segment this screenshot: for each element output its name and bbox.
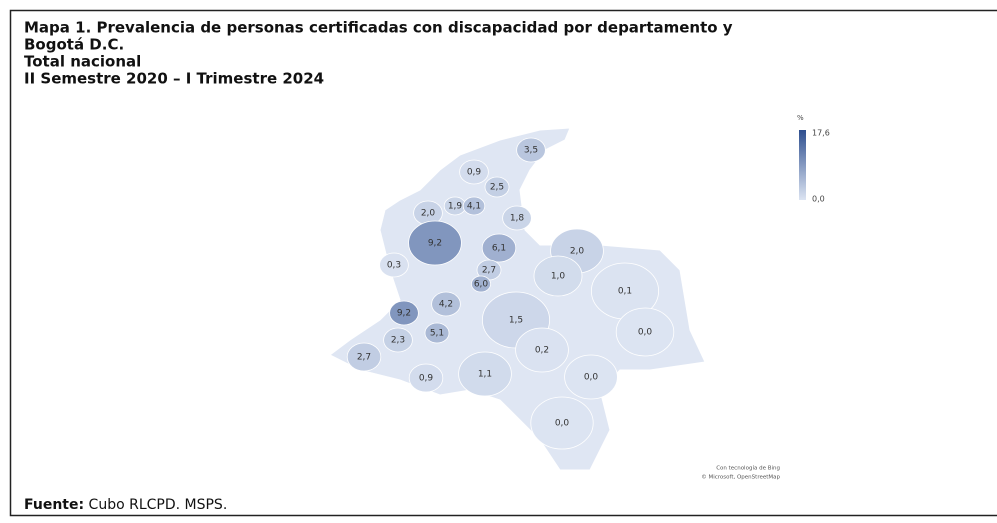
region (481, 233, 517, 263)
region-label: 3,5 (524, 146, 538, 156)
region (459, 159, 489, 185)
region-label: 2,0 (570, 247, 585, 257)
attribution: Con tecnología de Bing (716, 465, 780, 472)
legend-unit: % (797, 114, 804, 122)
region-label: 2,7 (357, 353, 371, 363)
region-label: 9,2 (428, 239, 442, 249)
region-label: 0,9 (419, 374, 434, 384)
title-line: Mapa 1. Prevalencia de personas certific… (24, 19, 733, 37)
region (431, 291, 461, 317)
region-label: 0,3 (387, 261, 401, 271)
region-label: 6,0 (474, 280, 489, 290)
region-label: 0,0 (584, 373, 599, 383)
legend-bar (799, 130, 806, 200)
region-label: 0,9 (467, 168, 482, 178)
region (408, 363, 444, 393)
region (533, 255, 583, 297)
legend-min: 0,0 (812, 195, 825, 204)
footer: Fuente: Cubo RLCPD. MSPS. (24, 497, 227, 513)
region-label: 0,0 (638, 328, 653, 338)
region (516, 137, 546, 163)
region (462, 196, 486, 216)
region-label: 9,2 (397, 309, 411, 319)
footer-label: Fuente: (24, 497, 84, 513)
attribution: © Microsoft, OpenStreetMap (701, 474, 780, 481)
region-label: 1,1 (478, 370, 492, 380)
region (383, 327, 413, 353)
region-label: 0,0 (555, 419, 570, 429)
region (470, 275, 491, 293)
region-label: 6,1 (492, 244, 506, 254)
region (615, 307, 675, 357)
title-line: II Semestre 2020 – I Trimestre 2024 (24, 70, 324, 88)
region-label: 1,5 (509, 316, 523, 326)
region (424, 322, 450, 344)
region (484, 176, 510, 198)
region (389, 300, 419, 326)
title-line: Total nacional (24, 53, 141, 71)
region (530, 396, 594, 450)
region (564, 354, 618, 400)
region (346, 342, 382, 372)
title-line: Bogotá D.C. (24, 36, 124, 54)
frame (9, 9, 997, 517)
region-label: 4,2 (439, 300, 453, 310)
region-label: 5,1 (430, 329, 444, 339)
region-label: 1,9 (448, 202, 463, 212)
region (379, 252, 409, 278)
region-label: 2,3 (391, 336, 405, 346)
region-label: 0,1 (618, 287, 632, 297)
legend-max: 17,6 (812, 129, 830, 138)
footer-text: Cubo RLCPD. MSPS. (84, 497, 227, 513)
region (408, 220, 462, 266)
region (502, 205, 532, 231)
region-label: 4,1 (467, 202, 481, 212)
region-label: 2,7 (482, 266, 496, 276)
region-label: 1,0 (551, 272, 566, 282)
region-label: 1,8 (510, 214, 525, 224)
region (458, 351, 512, 397)
region-label: 0,2 (535, 346, 549, 356)
region-label: 2,0 (421, 209, 436, 219)
region-label: 2,5 (490, 183, 504, 193)
region (515, 327, 569, 373)
